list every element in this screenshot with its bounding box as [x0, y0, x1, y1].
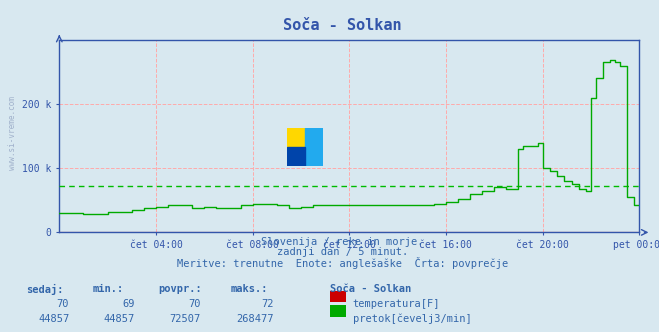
Text: 268477: 268477: [236, 314, 273, 324]
Text: Slovenija / reke in morje.: Slovenija / reke in morje.: [262, 237, 424, 247]
Text: 44857: 44857: [104, 314, 135, 324]
Text: temperatura[F]: temperatura[F]: [353, 299, 440, 309]
Text: maks.:: maks.:: [231, 284, 268, 294]
Bar: [287, 128, 304, 166]
Text: min.:: min.:: [92, 284, 123, 294]
Text: sedaj:: sedaj:: [26, 284, 64, 295]
Text: www.si-vreme.com: www.si-vreme.com: [8, 96, 17, 170]
Text: Meritve: trenutne  Enote: anglešaške  Črta: povprečje: Meritve: trenutne Enote: anglešaške Črta…: [177, 257, 508, 269]
Text: 69: 69: [123, 299, 135, 309]
Text: Soča - Solkan: Soča - Solkan: [330, 284, 411, 294]
Text: 70: 70: [188, 299, 201, 309]
Text: povpr.:: povpr.:: [158, 284, 202, 294]
Text: pretok[čevelj3/min]: pretok[čevelj3/min]: [353, 314, 471, 324]
Text: zadnji dan / 5 minut.: zadnji dan / 5 minut.: [277, 247, 409, 257]
Bar: [287, 147, 304, 166]
Text: 44857: 44857: [38, 314, 69, 324]
Text: Soča - Solkan: Soča - Solkan: [283, 18, 402, 33]
Text: 72507: 72507: [170, 314, 201, 324]
Text: 70: 70: [57, 299, 69, 309]
Bar: [304, 128, 323, 166]
Text: 72: 72: [261, 299, 273, 309]
